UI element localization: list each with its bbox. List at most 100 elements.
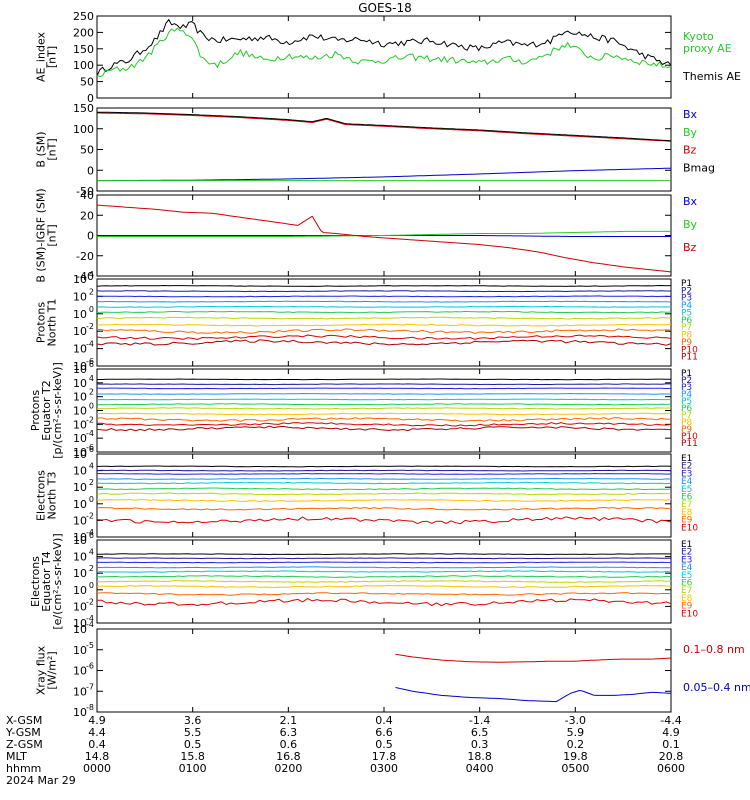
panel-frame [96, 107, 672, 192]
y-tick-label: 10 [73, 644, 87, 657]
legend-entry: Bz [683, 144, 697, 157]
legend-label: P7 [681, 323, 692, 333]
y-tick-exponent: 4 [89, 270, 94, 279]
channel-line [96, 425, 672, 432]
y-tick-label: -50 [76, 185, 94, 198]
coord-value: 0.2 [567, 738, 585, 751]
y-tick-label: 10 [73, 617, 87, 630]
y-tick-label: 10 [73, 418, 87, 431]
y-tick-exponent: -2 [86, 415, 94, 424]
legend-label: E9 [681, 516, 693, 526]
y-tick-exponent: -6 [86, 357, 94, 366]
coord-value: 16.8 [276, 750, 301, 763]
channel-line [96, 403, 672, 406]
legend-entry: Bmag [683, 161, 715, 174]
y-tick-label: 200 [73, 26, 94, 39]
legend-label: P11 [681, 353, 698, 363]
y-axis-label: [nT] [46, 224, 59, 246]
y-tick-label: 10 [73, 432, 87, 445]
channel-line [96, 481, 672, 485]
y-tick-exponent: 6 [89, 445, 94, 454]
series-line [395, 653, 672, 663]
coord-value: 14.8 [85, 750, 110, 763]
legend-label: P3 [681, 383, 692, 393]
y-tick-label: 10 [73, 308, 87, 321]
coord-value: 19.8 [563, 750, 588, 763]
channel-line [96, 417, 672, 422]
legend-label: E4 [681, 563, 693, 573]
y-tick-label: 10 [73, 377, 87, 390]
y-tick-exponent: 0 [89, 495, 94, 504]
channel-line [96, 316, 672, 320]
channel-line [96, 561, 672, 564]
y-tick-exponent: 4 [89, 374, 94, 383]
coord-value: -1.4 [469, 714, 490, 727]
y-tick-exponent: 2 [89, 478, 94, 487]
coord-value: 2.1 [280, 714, 298, 727]
y-tick-exponent: -4 [86, 340, 94, 349]
legend-label: E4 [681, 477, 693, 487]
y-tick-exponent: -4 [86, 614, 94, 623]
y-tick-label: 10 [73, 481, 87, 494]
coord-value: 0.5 [184, 738, 202, 751]
y-axis-label: Electrons [35, 470, 48, 521]
chart-title: GOES-18 [358, 1, 412, 15]
channel-line [96, 290, 671, 293]
coord-row-label: Z-GSM [6, 738, 43, 751]
coord-value: 15.8 [180, 750, 205, 763]
coord-value: 3.6 [184, 714, 202, 727]
legend-label: P7 [681, 411, 692, 421]
y-tick-label: 10 [73, 665, 87, 678]
y-tick-exponent: 2 [89, 564, 94, 573]
coord-value: 6.5 [471, 726, 489, 739]
y-axis-label: North T3 [46, 472, 59, 520]
channel-line [97, 575, 672, 578]
y-axis-label: B (SM)-IGRF (SM) [35, 188, 48, 282]
coord-value: 0.1 [662, 738, 680, 751]
y-tick-label: 10 [73, 531, 87, 544]
y-tick-exponent: -5 [86, 641, 94, 650]
series-line [97, 230, 671, 237]
y-axis-label: Equator T4 [40, 551, 53, 611]
y-axis-label: [nT] [46, 138, 59, 160]
coord-row-label: X-GSM [6, 714, 42, 727]
y-tick-exponent: -4 [86, 528, 94, 537]
legend-label: E6 [681, 493, 693, 503]
channel-line [96, 469, 672, 472]
coord-value: 17.8 [372, 750, 397, 763]
channel-line [97, 553, 672, 556]
y-tick-exponent: 6 [89, 360, 94, 369]
legend-label: E5 [681, 571, 692, 581]
y-tick-exponent: -4 [86, 620, 94, 629]
series-line [97, 111, 672, 142]
legend-label: E2 [681, 462, 692, 472]
time-tick-label: 0000 [83, 762, 111, 775]
series-line [96, 27, 672, 78]
coord-value: 0.3 [471, 738, 489, 751]
legend-entry: proxy AE [683, 42, 732, 55]
y-tick-label: 10 [73, 551, 87, 564]
legend-label: E8 [681, 594, 693, 604]
channel-line [96, 323, 672, 327]
channel-line [96, 412, 671, 416]
coord-value: 5.5 [184, 726, 202, 739]
coord-value: 4.9 [88, 714, 106, 727]
y-tick-label: 250 [73, 10, 94, 23]
channel-line [96, 498, 672, 503]
time-tick-label: 0200 [274, 762, 302, 775]
channel-line [96, 392, 672, 395]
panel-frame [96, 15, 672, 99]
y-axis-label: Xray flux [35, 645, 48, 695]
channel-line [97, 566, 672, 569]
legend-entry: 0.05–0.4 nm [683, 681, 750, 694]
y-axis-label: AE_index [35, 31, 48, 82]
channel-line [97, 378, 671, 381]
y-axis-label: [W/m²] [46, 651, 59, 689]
y-axis-label: Protons [29, 390, 42, 431]
y-tick-label: 150 [73, 102, 94, 115]
y-tick-label: 100 [73, 59, 94, 72]
coord-value: 0.5 [375, 738, 393, 751]
